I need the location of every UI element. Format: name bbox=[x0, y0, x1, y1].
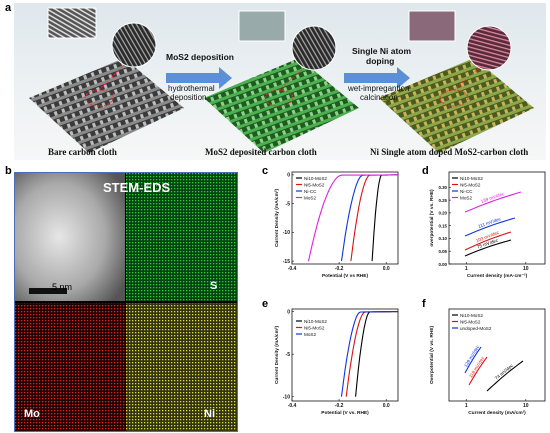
scale-bar-label: 5 nm bbox=[52, 282, 73, 292]
element-label-mo: Mo bbox=[24, 408, 40, 420]
bare-carbon-cloth-illustration bbox=[29, 7, 534, 153]
y-tick-label: 0.05 bbox=[438, 249, 447, 254]
y-axis-label: Overpotential (V vs. RHE) bbox=[429, 326, 435, 385]
y-tick-label: 0 bbox=[287, 309, 290, 315]
y-tick-label: -10 bbox=[283, 230, 290, 236]
element-label-ni: Ni bbox=[204, 408, 215, 420]
arrow2-line1: wet-impregantion bbox=[348, 84, 410, 93]
y-tick-label: -5 bbox=[286, 201, 291, 207]
x-axis-label: Potential (V vs RHE) bbox=[322, 273, 369, 279]
step-label-ni-doped: Ni Single atom doped MoS2-carbon cloth bbox=[370, 147, 529, 157]
y-tick-label: -5 bbox=[286, 352, 291, 358]
series-line-ni10-mos2 bbox=[486, 360, 524, 392]
step-label-mos2: MoS2 deposited carbon cloth bbox=[205, 147, 317, 157]
y-tick-label: 0 bbox=[287, 173, 290, 179]
legend-label: Ni10-MoS2 bbox=[460, 313, 483, 318]
x-tick-label: 0.0 bbox=[383, 403, 390, 409]
x-tick-label: -0.4 bbox=[288, 266, 297, 272]
element-label-s: S bbox=[210, 280, 218, 292]
x-tick-label: 1 bbox=[465, 266, 468, 272]
y-tick-label: 0.30 bbox=[438, 185, 447, 190]
series-line-mos2 bbox=[307, 174, 398, 262]
process-arrow-1 bbox=[166, 67, 232, 89]
y-tick-label: -15 bbox=[283, 259, 290, 265]
legend-label: Ni5-MoS2 bbox=[304, 182, 325, 187]
y-tick-label: 0.00 bbox=[438, 262, 447, 267]
series-line-undoped-mos2 bbox=[464, 346, 482, 374]
process-arrow-2 bbox=[344, 67, 410, 89]
y-tick-label: 0.10 bbox=[438, 236, 447, 241]
x-tick-label: 10 bbox=[523, 403, 529, 409]
plot-frame bbox=[448, 308, 546, 402]
legend-label: Ni10-MoS2 bbox=[304, 176, 327, 181]
panel-letter-c: c bbox=[262, 165, 269, 177]
y-axis-label: Current Density (mA/cm²) bbox=[274, 326, 280, 385]
legend-label: MoS2 bbox=[460, 195, 472, 200]
panel-letter-f: f bbox=[422, 298, 426, 310]
legend-label: undoped-MoS2 bbox=[460, 326, 492, 331]
panel-letter-d: d bbox=[422, 165, 429, 177]
y-tick-label: 0.20 bbox=[438, 211, 447, 216]
panel-letter-a: a bbox=[5, 2, 12, 14]
panel-letter-b: b bbox=[5, 165, 12, 177]
series-line-ni10-mos2 bbox=[464, 239, 512, 257]
arrow2-line2: calcination bbox=[360, 93, 398, 102]
stem-eds-title: STEM-EDS bbox=[103, 180, 171, 195]
x-axis-label: Current density (mA/cm²) bbox=[468, 410, 526, 416]
x-tick-label: -0.4 bbox=[288, 403, 297, 409]
y-axis-label: Current Density (mA/cm²) bbox=[274, 189, 280, 248]
plot-frame bbox=[291, 308, 399, 402]
stem-eds-maps bbox=[15, 173, 237, 431]
plot-frame bbox=[291, 171, 399, 265]
y-tick-label: -10 bbox=[283, 395, 290, 401]
x-tick-label: -0.2 bbox=[335, 266, 344, 272]
y-tick-label: 0.25 bbox=[438, 198, 447, 203]
legend-label: Ni10-MoS2 bbox=[460, 176, 483, 181]
series-line-ni5-mos2 bbox=[468, 356, 488, 386]
x-axis-label: Current density (mA·cm⁻²) bbox=[467, 273, 528, 279]
y-axis-label: overpotential (V vs. RHE) bbox=[429, 189, 435, 247]
legend-label: Ni-CC bbox=[304, 189, 317, 194]
legend-label: Ni-CC bbox=[460, 189, 473, 194]
legend-label: Ni5-MoS2 bbox=[304, 325, 325, 330]
x-tick-label: -0.2 bbox=[335, 403, 344, 409]
plot-frame bbox=[448, 171, 546, 265]
legend-label: MoS2 bbox=[304, 195, 316, 200]
panel-letter-e: e bbox=[262, 298, 269, 310]
series-line-ni-cc bbox=[464, 217, 516, 237]
series-line-ni5-mos2 bbox=[464, 231, 512, 251]
scale-bar bbox=[29, 288, 67, 294]
step-label-bare: Bare carbon cloth bbox=[48, 147, 117, 157]
x-tick-label: 0.0 bbox=[383, 266, 390, 272]
x-tick-label: 10 bbox=[523, 266, 529, 272]
series-line-mos2 bbox=[340, 311, 398, 397]
arrow1-title: MoS2 deposition bbox=[166, 52, 234, 62]
arrow1-line1: hydrothermal bbox=[168, 84, 215, 93]
arrow1-line2: deposition bbox=[170, 93, 207, 102]
series-line-mos2 bbox=[464, 191, 522, 213]
x-axis-label: Potential (V vs. RHE) bbox=[321, 410, 369, 416]
arrow2-title: Single Ni atom bbox=[352, 46, 412, 56]
y-tick-label: 0.15 bbox=[438, 223, 447, 228]
x-tick-label: 1 bbox=[465, 403, 468, 409]
arrow2-title2: doping bbox=[366, 56, 395, 66]
legend-label: Ni5-MoS2 bbox=[460, 319, 481, 324]
legend-label: Ni10-MoS2 bbox=[304, 319, 327, 324]
legend-label: MoS2 bbox=[304, 332, 316, 337]
legend-label: Ni5-MoS2 bbox=[460, 182, 481, 187]
